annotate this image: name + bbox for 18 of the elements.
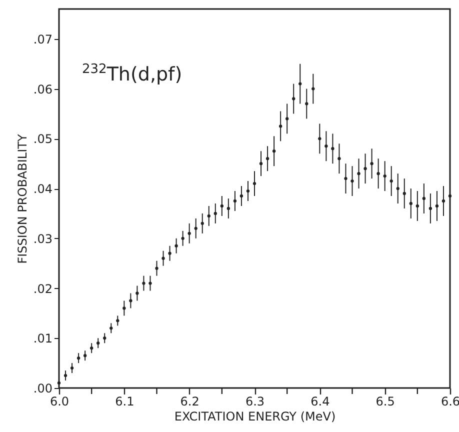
x-tick-label: 6.5 (376, 394, 395, 408)
x-axis-title: EXCITATION ENERGY (MeV) (174, 410, 336, 424)
y-tick-label: .01 (33, 332, 52, 346)
y-tick-label: .07 (33, 32, 52, 46)
x-tick-label: 6.3 (245, 394, 265, 408)
annotation: $^{232}$Th(d,pf) (82, 62, 182, 86)
y-tick-label: .00 (33, 382, 52, 396)
y-tick-label: .03 (33, 232, 52, 246)
x-tick-label: 6.6 (440, 394, 459, 408)
x-tick-label: 6.0 (50, 394, 70, 408)
y-tick-label: .04 (33, 182, 52, 196)
x-tick-label: 6.1 (115, 394, 134, 408)
y-tick-label: .05 (33, 132, 52, 146)
y-tick-label: .06 (33, 82, 52, 96)
x-tick-label: 6.4 (310, 394, 330, 408)
y-tick-label: .02 (33, 282, 52, 296)
x-tick-label: 6.2 (180, 394, 200, 408)
y-axis-title: FISSION PROBABILITY (15, 134, 30, 264)
